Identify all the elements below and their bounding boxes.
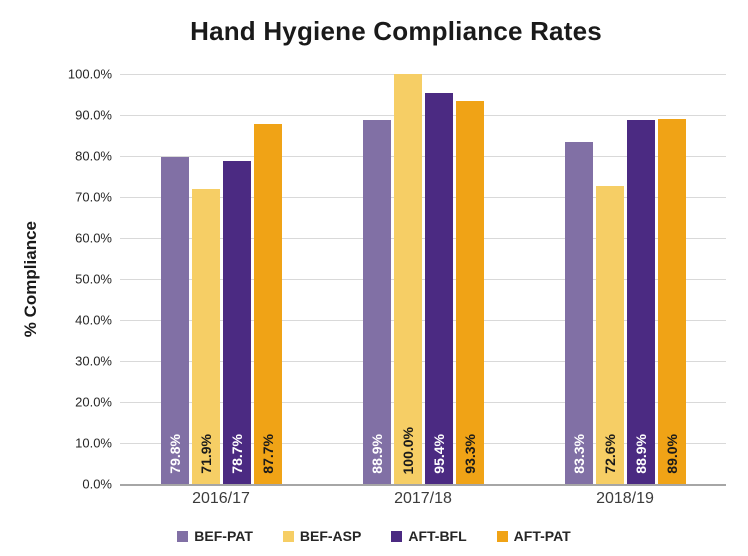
- bar-data-label: 79.8%: [166, 434, 183, 474]
- y-tick-label: 70.0%: [75, 189, 112, 205]
- bar-data-label: 100.0%: [399, 426, 416, 474]
- bar-bef-asp-2017-18: 100.0%: [393, 74, 422, 484]
- gridline: [120, 402, 726, 403]
- legend-label: AFT-PAT: [513, 528, 571, 544]
- bar-data-label: 72.6%: [601, 434, 618, 474]
- bar-data-label: 89.0%: [663, 434, 680, 474]
- bar-data-label: 88.9%: [368, 434, 385, 474]
- legend-item-aft-pat: AFT-PAT: [496, 528, 571, 544]
- y-tick-label: 0.0%: [82, 476, 112, 492]
- bar-data-label: 71.9%: [197, 434, 214, 474]
- legend-item-aft-bfl: AFT-BFL: [391, 528, 467, 544]
- plot-area: 79.8% 71.9% 78.7% 87.7% 88.9% 100.0% 95.4% 93.3…: [120, 74, 726, 486]
- bar-bef-pat-2017-18: 88.9%: [362, 119, 391, 484]
- gridline: [120, 197, 726, 198]
- bar-groups: 79.8% 71.9% 78.7% 87.7% 88.9% 100.0% 95.4% 93.3…: [120, 74, 726, 484]
- legend: BEF-PAT BEF-ASP AFT-BFL AFT-PAT: [0, 528, 748, 544]
- x-axis-category-labels: 2016/17 2017/18 2018/19: [120, 490, 726, 508]
- y-tick-label: 30.0%: [75, 353, 112, 369]
- gridline: [120, 115, 726, 116]
- gridline: [120, 361, 726, 362]
- y-tick-label: 90.0%: [75, 107, 112, 123]
- y-tick-label: 60.0%: [75, 230, 112, 246]
- bar-data-label: 87.7%: [259, 434, 276, 474]
- bar-group-2017-18: 88.9% 100.0% 95.4% 93.3%: [362, 74, 484, 484]
- y-axis-tick-labels: 100.0% 90.0% 80.0% 70.0% 60.0% 50.0% 40.0% 30.0…: [0, 67, 112, 492]
- bar-aft-pat-2018-19: 89.0%: [657, 119, 686, 484]
- bar-aft-bfl-2017-18: 95.4%: [424, 92, 453, 484]
- bar-bef-asp-2018-19: 72.6%: [595, 186, 624, 484]
- bar-bef-asp-2016-17: 71.9%: [191, 189, 220, 484]
- bar-bef-pat-2018-19: 83.3%: [564, 142, 593, 484]
- bar-aft-pat-2016-17: 87.7%: [253, 124, 282, 484]
- gridline: [120, 74, 726, 75]
- bar-bef-pat-2016-17: 79.8%: [160, 156, 189, 484]
- legend-swatch-icon: [391, 530, 403, 542]
- gridline: [120, 156, 726, 157]
- bar-aft-pat-2017-18: 93.3%: [455, 101, 484, 484]
- bar-group-2018-19: 83.3% 72.6% 88.9% 89.0%: [564, 74, 686, 484]
- gridline: [120, 238, 726, 239]
- bar-aft-bfl-2018-19: 88.9%: [626, 119, 655, 484]
- legend-item-bef-pat: BEF-PAT: [177, 528, 253, 544]
- x-category-label: 2017/18: [394, 490, 452, 507]
- y-tick-label: 40.0%: [75, 312, 112, 328]
- gridline: [120, 320, 726, 321]
- y-tick-label: 100.0%: [67, 66, 112, 82]
- x-axis-line: [120, 484, 726, 486]
- legend-item-bef-asp: BEF-ASP: [282, 528, 362, 544]
- legend-swatch-icon: [282, 530, 294, 542]
- y-tick-label: 50.0%: [75, 271, 112, 287]
- y-tick-label: 10.0%: [75, 435, 112, 451]
- legend-label: BEF-PAT: [194, 528, 253, 544]
- bar-data-label: 95.4%: [430, 434, 447, 474]
- gridline: [120, 443, 726, 444]
- legend-swatch-icon: [496, 530, 508, 542]
- bar-data-label: 88.9%: [632, 434, 649, 474]
- legend-label: AFT-BFL: [408, 528, 467, 544]
- legend-label: BEF-ASP: [299, 528, 362, 544]
- bar-data-label: 78.7%: [228, 434, 245, 474]
- x-category-label: 2016/17: [192, 490, 250, 507]
- bar-data-label: 93.3%: [461, 434, 478, 474]
- bar-aft-bfl-2016-17: 78.7%: [222, 161, 251, 484]
- x-category-label: 2018/19: [596, 490, 654, 507]
- y-tick-label: 20.0%: [75, 394, 112, 410]
- bar-data-label: 83.3%: [570, 434, 587, 474]
- legend-swatch-icon: [177, 530, 189, 542]
- chart-title: Hand Hygiene Compliance Rates: [190, 16, 602, 46]
- y-tick-label: 80.0%: [75, 148, 112, 164]
- gridline: [120, 279, 726, 280]
- bar-group-2016-17: 79.8% 71.9% 78.7% 87.7%: [160, 74, 282, 484]
